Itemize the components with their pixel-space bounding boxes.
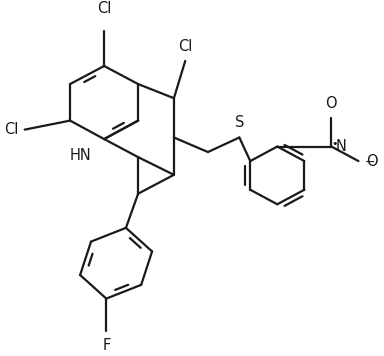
Text: HN: HN <box>69 148 91 163</box>
Text: O: O <box>366 153 378 169</box>
Text: N: N <box>336 139 347 154</box>
Text: •: • <box>332 139 338 149</box>
Text: Cl: Cl <box>97 1 111 16</box>
Text: O: O <box>326 96 337 111</box>
Text: Cl: Cl <box>4 122 18 137</box>
Text: −: − <box>365 156 376 169</box>
Text: F: F <box>102 338 111 353</box>
Text: Cl: Cl <box>178 39 192 54</box>
Text: S: S <box>235 115 244 130</box>
